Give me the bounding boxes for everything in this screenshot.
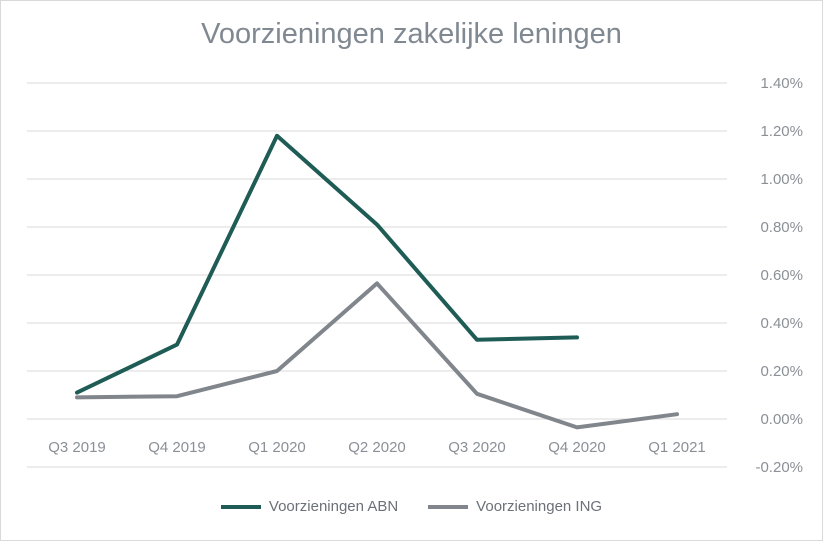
legend-item-abn: Voorzieningen ABN: [220, 498, 399, 515]
series-line-abn: [75, 133, 579, 395]
x-axis-labels: Q3 2019 Q4 2019 Q1 2020 Q2 2020 Q3 2020 Q4 20…: [48, 439, 706, 456]
x-tick-label: Q3 2019: [48, 439, 106, 456]
y-tick-label: -0.20%: [755, 459, 803, 476]
gridlines: [27, 82, 727, 468]
y-tick-label: 1.20%: [760, 123, 803, 140]
y-tick-label: 0.80%: [760, 219, 803, 236]
y-tick-label: 0.60%: [760, 267, 803, 284]
x-tick-label: Q1 2020: [248, 439, 306, 456]
legend: Voorzieningen ABN Voorzieningen ING: [0, 498, 823, 515]
y-tick-label: 1.00%: [760, 171, 803, 188]
y-tick-label: 0.00%: [760, 411, 803, 428]
series-lines: [75, 133, 679, 430]
y-tick-label: 0.20%: [760, 363, 803, 380]
y-tick-label: 1.40%: [760, 75, 803, 92]
legend-label-abn: Voorzieningen ABN: [268, 498, 399, 515]
x-tick-label: Q4 2019: [148, 439, 206, 456]
x-tick-label: Q4 2020: [548, 439, 606, 456]
legend-item-ing: Voorzieningen ING: [428, 498, 602, 515]
x-tick-label: Q3 2020: [448, 439, 506, 456]
x-tick-label: Q1 2021: [648, 439, 706, 456]
series-line-ing: [75, 281, 679, 430]
legend-swatch-ing: [428, 504, 469, 509]
y-tick-label: 0.40%: [760, 315, 803, 332]
x-tick-label: Q2 2020: [348, 439, 406, 456]
legend-label-ing: Voorzieningen ING: [476, 498, 603, 515]
chart-title: Voorzieningen zakelijke leningen: [201, 18, 622, 50]
legend-swatch-abn: [220, 504, 261, 509]
y-axis-labels: 1.40% 1.20% 1.00% 0.80% 0.60% 0.40% 0.20% 0.00%…: [755, 75, 803, 476]
